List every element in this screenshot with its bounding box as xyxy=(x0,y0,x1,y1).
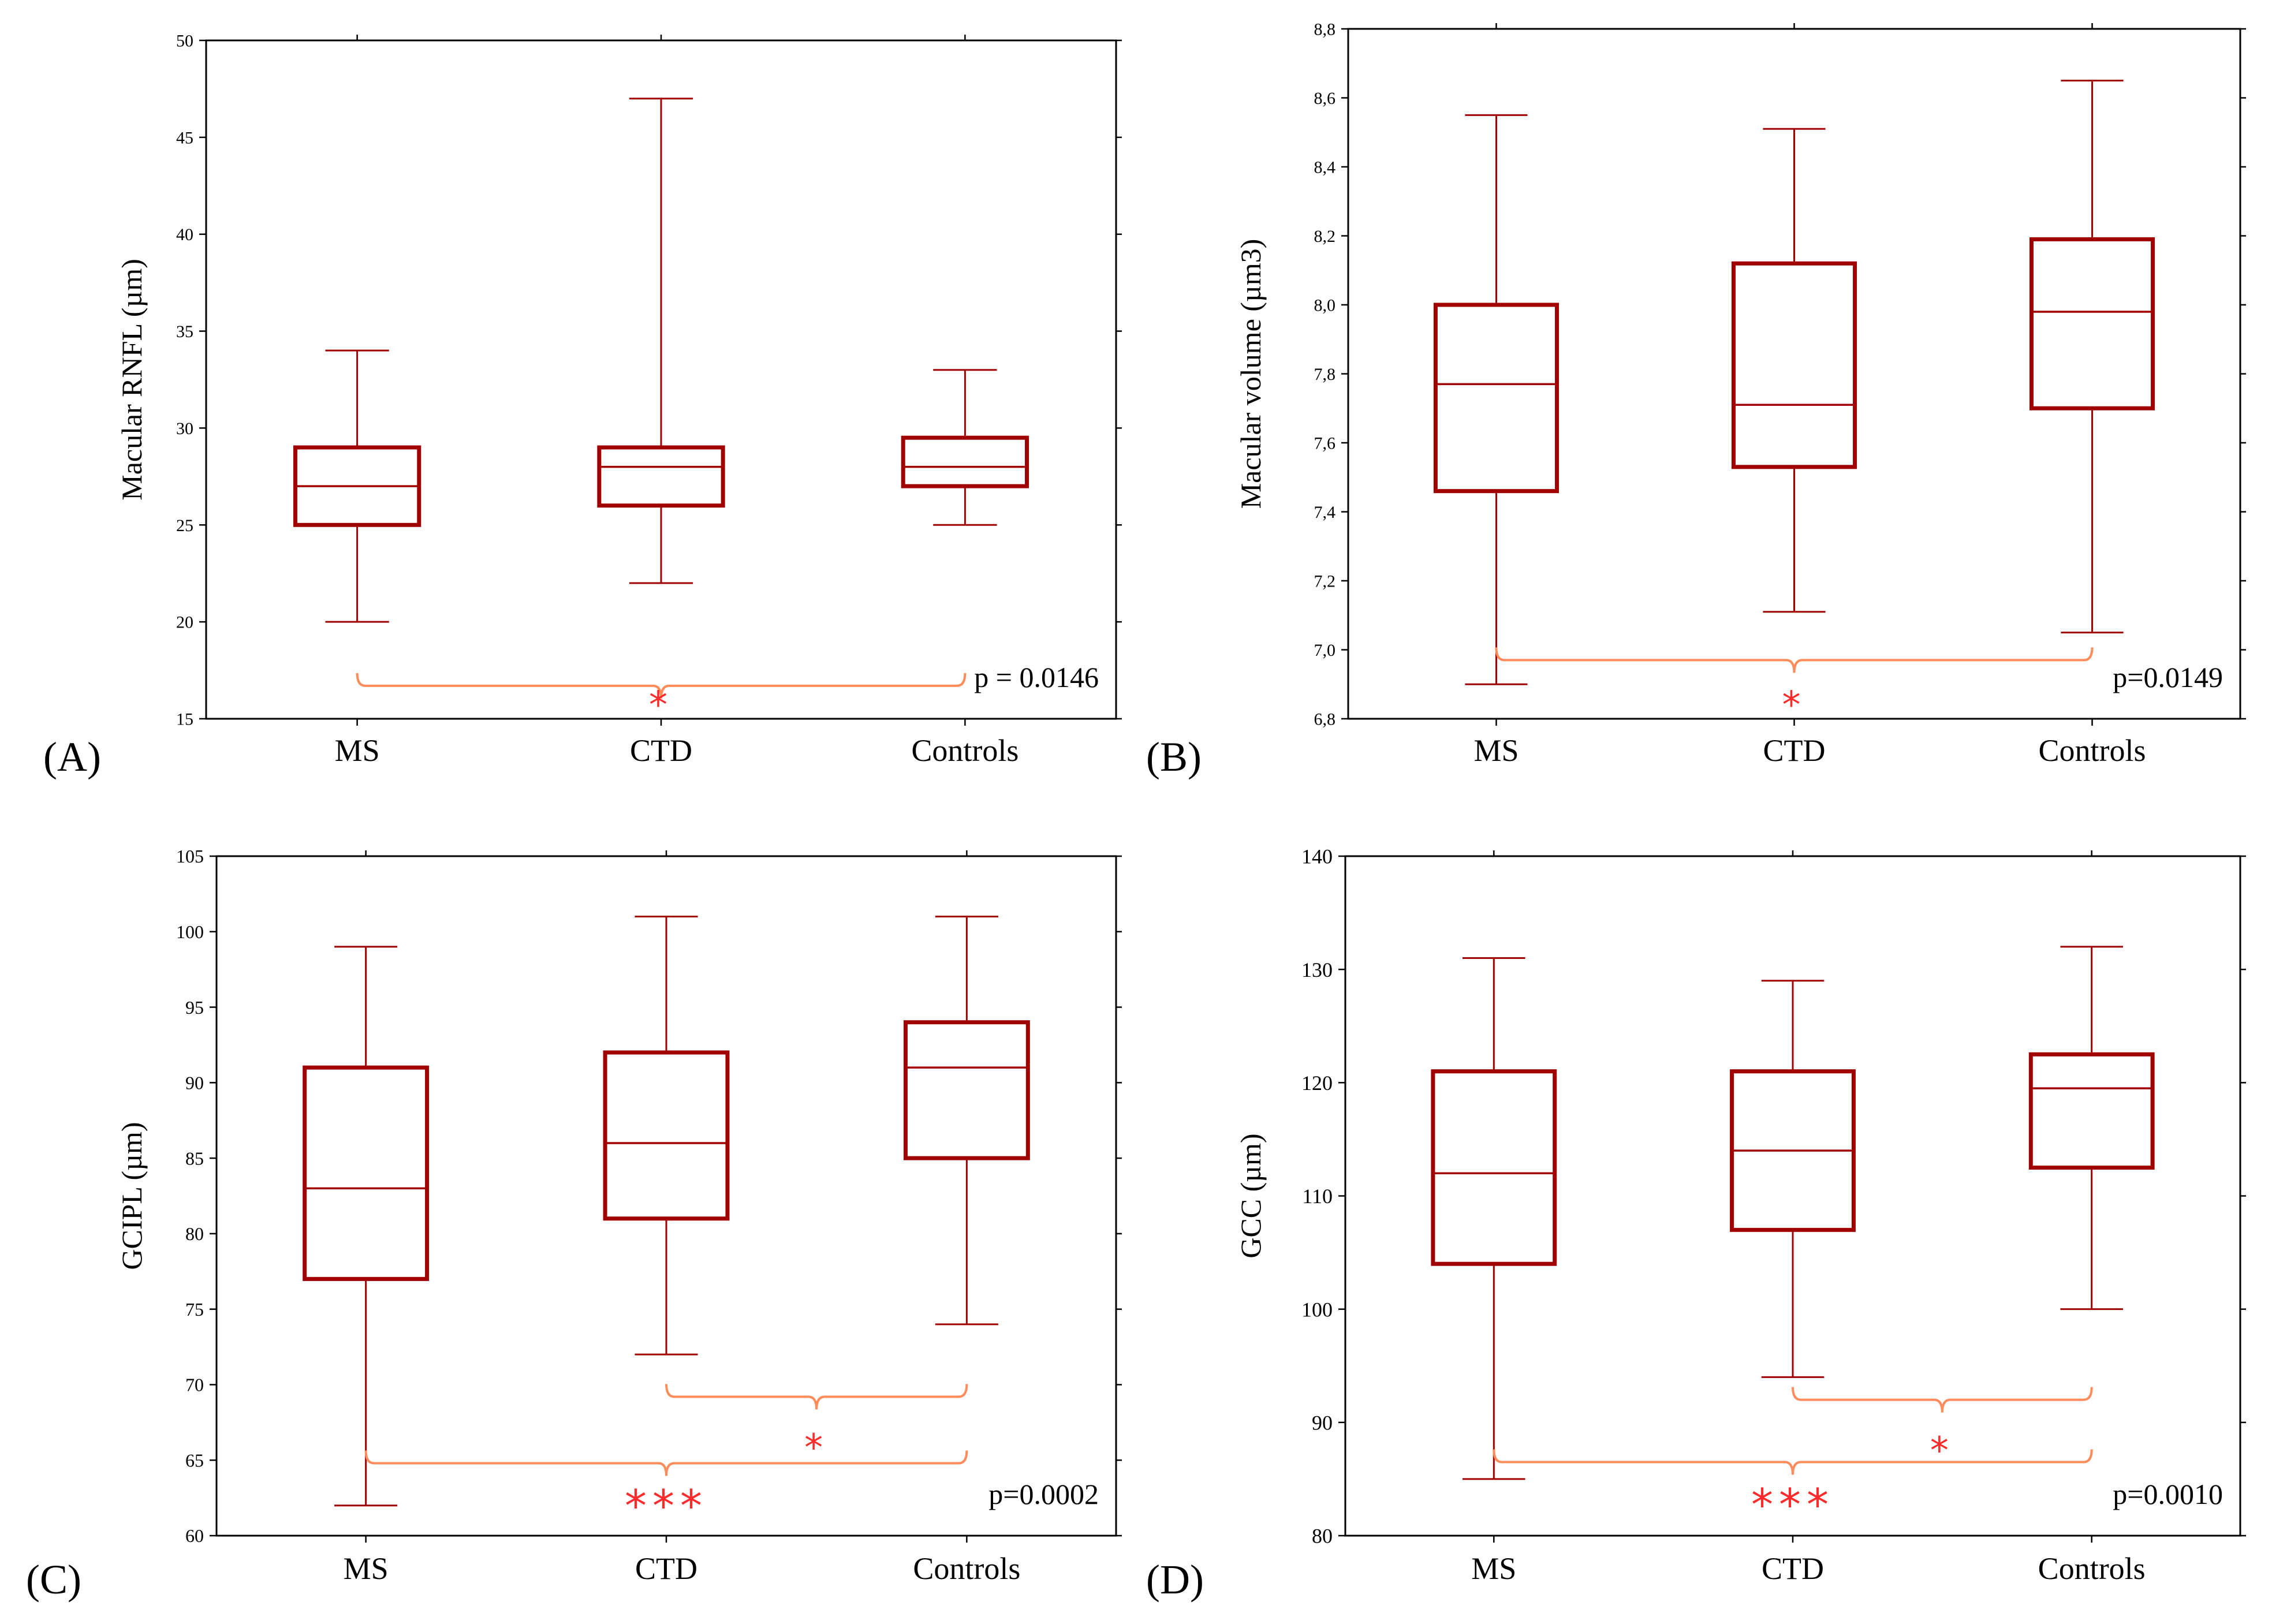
p-value: p=0.0010 xyxy=(2113,1478,2223,1510)
y-tick-label: 8,2 xyxy=(1314,227,1336,246)
category-label: Controls xyxy=(2038,1551,2146,1586)
y-tick-label: 95 xyxy=(185,997,204,1018)
y-tick-label: 20 xyxy=(176,613,193,632)
y-axis-label: Macular volume (µm3) xyxy=(1234,239,1267,509)
p-value: p=0.0149 xyxy=(2113,661,2223,693)
category-label: CTD xyxy=(630,733,692,768)
box-iqr xyxy=(597,445,725,508)
category-label: Controls xyxy=(2039,733,2146,768)
box-iqr xyxy=(2028,1052,2155,1170)
y-tick-label: 80 xyxy=(185,1223,204,1244)
y-tick-label: 40 xyxy=(176,225,193,244)
y-tick-label: 100 xyxy=(1301,1298,1333,1321)
category-label: Controls xyxy=(913,1551,1020,1586)
y-tick-label: 130 xyxy=(1301,958,1333,981)
box-iqr xyxy=(603,1050,730,1221)
category-label: MS xyxy=(1471,1551,1516,1586)
category-label: MS xyxy=(1473,733,1519,768)
y-tick-label: 8,6 xyxy=(1314,89,1336,108)
box-iqr xyxy=(1433,303,1560,494)
panel-label-a: (A) xyxy=(43,734,101,780)
significance-stars: * xyxy=(1782,684,1807,727)
box-iqr xyxy=(1431,1069,1557,1266)
p-value: p=0.0002 xyxy=(988,1478,1099,1510)
significance-stars: * xyxy=(1930,1430,1954,1473)
y-tick-label: 140 xyxy=(1301,845,1333,868)
y-tick-label: 70 xyxy=(185,1375,204,1395)
box-iqr xyxy=(2029,237,2155,410)
category-label: CTD xyxy=(1763,733,1826,768)
y-tick-label: 90 xyxy=(185,1073,204,1093)
y-tick-label: 60 xyxy=(185,1525,204,1546)
y-tick-label: 85 xyxy=(185,1148,204,1168)
y-tick-label: 8,4 xyxy=(1314,158,1336,177)
y-tick-label: 120 xyxy=(1301,1072,1333,1095)
y-tick-label: 30 xyxy=(176,419,193,438)
y-tick-label: 7,0 xyxy=(1314,641,1336,660)
y-tick-label: 75 xyxy=(185,1299,204,1320)
category-label: MS xyxy=(344,1551,389,1586)
significance-bracket xyxy=(1792,1387,2093,1413)
y-tick-label: 25 xyxy=(176,516,193,535)
p-value: p = 0.0146 xyxy=(974,661,1099,693)
y-tick-label: 110 xyxy=(1302,1185,1333,1208)
y-tick-label: 90 xyxy=(1312,1411,1333,1434)
y-axis-label: GCIPL (µm) xyxy=(115,1122,148,1270)
y-tick-label: 8,8 xyxy=(1314,20,1336,39)
y-tick-label: 105 xyxy=(176,846,204,867)
y-tick-label: 7,2 xyxy=(1314,572,1336,591)
y-tick-label: 7,6 xyxy=(1314,434,1336,453)
box-iqr xyxy=(901,435,1029,488)
panel-label-b: (B) xyxy=(1146,734,1202,780)
y-tick-label: 7,4 xyxy=(1314,503,1336,522)
significance-stars: * xyxy=(649,684,673,727)
y-tick-label: 6,8 xyxy=(1314,710,1336,729)
category-label: CTD xyxy=(1762,1551,1824,1586)
significance-bracket xyxy=(1493,1449,2093,1475)
significance-stars: *** xyxy=(625,1480,708,1531)
y-tick-label: 8,0 xyxy=(1314,296,1336,315)
y-tick-label: 15 xyxy=(176,710,193,729)
y-axis-label: GCC (µm) xyxy=(1234,1133,1267,1258)
category-label: MS xyxy=(335,733,380,768)
significance-bracket xyxy=(364,1450,968,1476)
y-tick-label: 35 xyxy=(176,322,193,341)
significance-bracket xyxy=(665,1384,968,1410)
panel-label-c: (C) xyxy=(26,1556,81,1603)
category-label: Controls xyxy=(911,733,1019,768)
panel-label-d: (D) xyxy=(1146,1556,1204,1603)
significance-stars: *** xyxy=(1751,1479,1834,1530)
y-tick-label: 100 xyxy=(176,921,204,942)
box-iqr xyxy=(303,1065,430,1281)
y-tick-label: 65 xyxy=(185,1450,204,1470)
box-iqr xyxy=(903,1020,1030,1160)
y-tick-label: 50 xyxy=(176,32,193,51)
y-tick-label: 7,8 xyxy=(1314,365,1336,384)
y-tick-label: 80 xyxy=(1312,1525,1333,1548)
category-label: CTD xyxy=(635,1551,697,1586)
y-tick-label: 45 xyxy=(176,128,193,147)
box-iqr xyxy=(1731,261,1857,469)
significance-bracket xyxy=(1495,647,2094,673)
y-axis-label: Macular RNFL (µm) xyxy=(115,259,148,501)
